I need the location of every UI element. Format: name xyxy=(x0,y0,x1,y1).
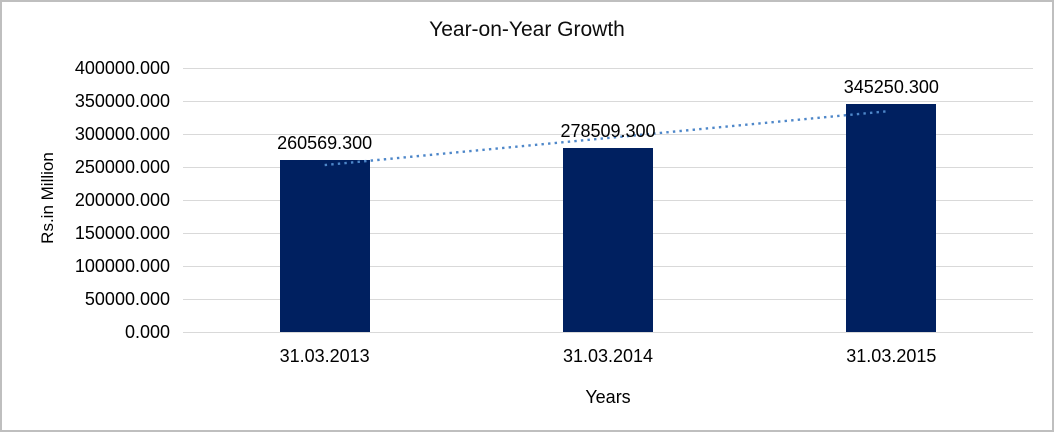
x-axis-title: Years xyxy=(585,387,631,407)
y-tick-label: 200000.000 xyxy=(74,190,170,210)
x-axis-line xyxy=(183,332,1033,333)
bar-value-label: 278509.300 xyxy=(560,121,656,142)
y-tick-label: 350000.000 xyxy=(74,91,170,111)
x-tick-label: 31.03.2015 xyxy=(846,346,937,366)
chart-title: Year-on-Year Growth xyxy=(429,18,625,41)
plot-area xyxy=(183,68,1033,333)
bar-value-label: 260569.300 xyxy=(277,133,373,154)
gridline xyxy=(183,101,1033,102)
bar xyxy=(846,104,937,332)
y-tick-label: 50000.000 xyxy=(84,289,170,309)
gridline xyxy=(183,68,1033,69)
bar-value-label: 345250.300 xyxy=(843,77,939,98)
x-tick-label: 31.03.2013 xyxy=(279,346,370,366)
y-tick-label: 100000.000 xyxy=(74,256,170,276)
y-tick-label: 400000.000 xyxy=(74,58,170,78)
bar xyxy=(563,148,653,332)
y-tick-label: 300000.000 xyxy=(74,124,170,144)
x-tick-label: 31.03.2014 xyxy=(562,346,654,366)
bar xyxy=(279,160,370,332)
y-tick-label: 250000.000 xyxy=(74,157,170,177)
y-tick-label: 150000.000 xyxy=(74,223,170,243)
y-tick-label: 0.000 xyxy=(124,322,170,342)
